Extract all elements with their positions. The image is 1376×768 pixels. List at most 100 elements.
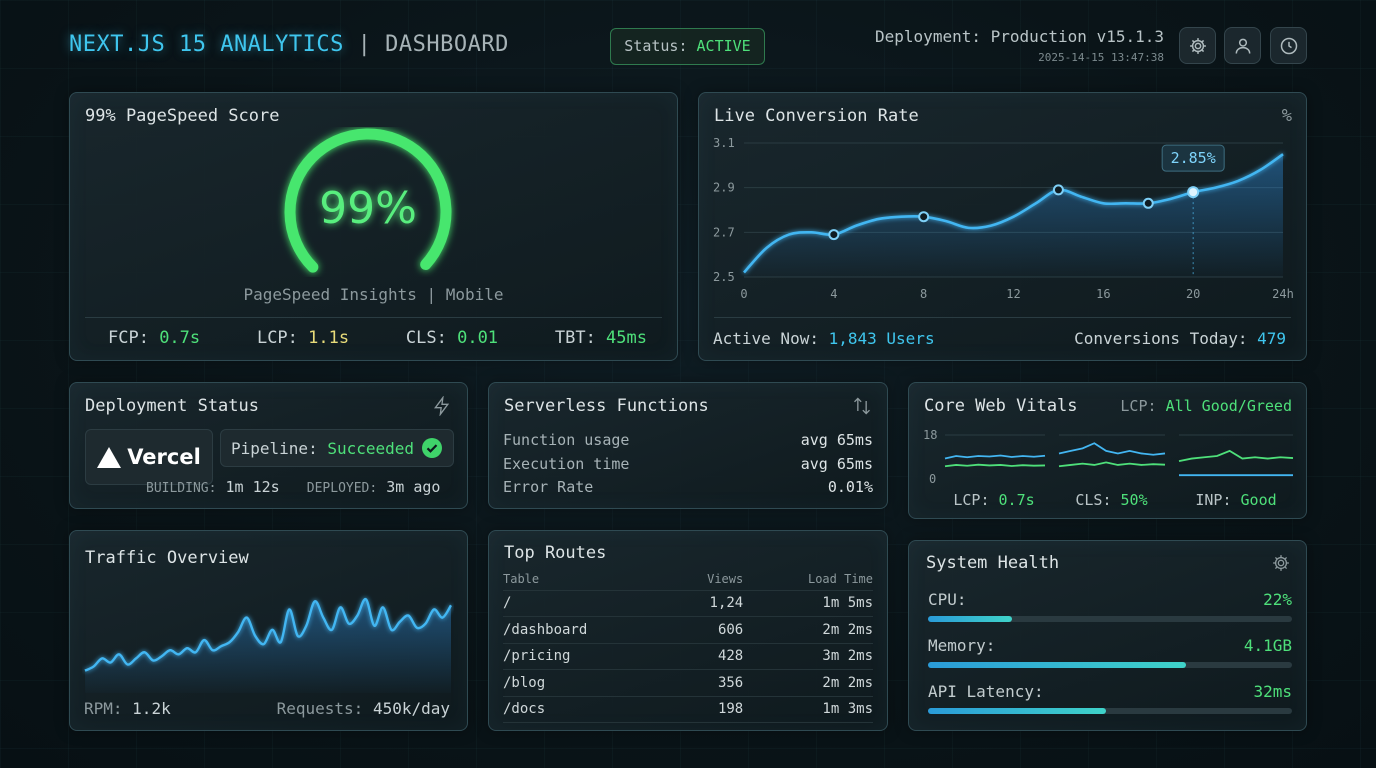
route-load-time: 1m 5ms <box>743 590 873 617</box>
health-bar-fill <box>928 708 1107 714</box>
vercel-logo-icon <box>97 446 122 468</box>
metric-label: LCP: <box>256 328 309 348</box>
health-bar <box>928 616 1292 622</box>
vital-label: INP: <box>1195 491 1241 509</box>
y-tick-label: 2.9 <box>713 181 735 195</box>
route-load-time: 3m 2ms <box>743 643 873 670</box>
deployment-status-card: Deployment Status Vercel Pipeline: Succe… <box>69 382 468 509</box>
vital-value: 50% <box>1120 491 1148 509</box>
health-bar <box>928 708 1292 714</box>
data-point <box>828 229 840 241</box>
routes-table: Table Views Load Time/1,24 1m 5ms/dashboard… <box>503 568 873 723</box>
route-views: 1,24 <box>671 590 744 617</box>
serverless-row: Function usage avg 65ms <box>503 431 873 455</box>
column-header: Load Time <box>743 568 873 591</box>
health-bar <box>928 662 1292 668</box>
top-routes-title: Top Routes <box>504 543 607 563</box>
metric-value: 1.1s <box>308 328 350 348</box>
requests-stat: Requests: 450k/day <box>276 699 450 718</box>
health-api-latency: API Latency: 32ms <box>928 682 1292 701</box>
table-row[interactable]: /blog 356 2m 2ms <box>503 669 873 697</box>
table-row[interactable]: /dashboard 606 2m 2ms <box>503 616 873 644</box>
gear-icon[interactable] <box>1271 553 1291 573</box>
y-tick-top: 18 <box>923 428 938 442</box>
user-button[interactable] <box>1224 27 1261 64</box>
sparkline-series <box>944 454 1046 460</box>
table-row[interactable]: /docs 198 1m 3ms <box>503 696 873 723</box>
table-row[interactable]: /1,24 1m 5ms <box>503 590 873 617</box>
tooltip-label: 2.85% <box>1171 149 1216 167</box>
top-routes-card: Top Routes Table Views Load Time/1,24 1m 5m… <box>488 530 888 731</box>
web-vitals-title: Core Web Vitals <box>924 396 1078 416</box>
metric-value: 0.01 <box>457 328 499 348</box>
health-label: API Latency: <box>928 682 1044 701</box>
data-point <box>1142 197 1154 209</box>
route-path: /blog <box>503 669 672 697</box>
metric-fcp: FCP: 0.7s <box>108 328 200 348</box>
metric-lcp: LCP: 1.1s <box>257 328 349 348</box>
web-vitals-card: Core Web Vitals LCP: All Good/Greed 18 0… <box>908 382 1307 519</box>
top-header: NEXT.JS 15 ANALYTICS | DASHBOARD Status:… <box>0 0 1376 90</box>
vital-value: 0.7s <box>998 491 1035 509</box>
traffic-title: Traffic Overview <box>85 548 249 568</box>
table-row[interactable]: /pricing 428 3m 2ms <box>503 643 873 670</box>
build-times: BUILDING: 1m 12s DEPLOYED: 3m ago <box>146 478 441 496</box>
lightning-icon <box>434 396 450 416</box>
sparkline-series <box>1058 442 1166 456</box>
sparkline-series <box>1058 461 1166 468</box>
route-views: 428 <box>671 643 744 670</box>
divider <box>714 317 1291 318</box>
route-views: 198 <box>671 696 744 723</box>
health-bar-fill <box>928 662 1187 668</box>
conversions-today: Conversions Today: 479 <box>1074 329 1286 348</box>
metric-cls: CLS: 0.01 <box>406 328 498 348</box>
system-health-title: System Health <box>926 553 1060 573</box>
pagespeed-title: 99% PageSpeed Score <box>85 106 280 126</box>
gauge-score: 99% <box>319 183 417 234</box>
metric-label: TBT: <box>554 328 607 348</box>
vital-lcp: LCP: 0.7s <box>949 491 1039 509</box>
column-header: Table <box>503 568 672 591</box>
user-icon <box>1235 38 1250 54</box>
data-point <box>1187 186 1200 199</box>
column-header: Views <box>671 568 744 591</box>
traffic-area <box>85 599 451 693</box>
route-path: / <box>503 590 672 617</box>
metric-label: CLS: <box>405 328 458 348</box>
route-load-time: 2m 2ms <box>743 616 873 644</box>
check-circle-icon <box>422 438 443 458</box>
vital-label: CLS: <box>1075 491 1121 509</box>
history-button[interactable] <box>1270 27 1307 64</box>
vital-cls: CLS: 50% <box>1064 491 1159 509</box>
vital-inp: INP: Good <box>1179 491 1293 509</box>
y-tick-label: 2.7 <box>713 225 735 239</box>
app-title: NEXT.JS 15 ANALYTICS | DASHBOARD <box>69 32 509 57</box>
serverless-row: Error Rate 0.01% <box>503 478 873 502</box>
serverless-stats: Function usage avg 65ms Execution time avg … <box>503 431 873 502</box>
x-tick-label: 8 <box>920 287 927 301</box>
active-users: Active Now: 1,843 Users <box>713 329 935 348</box>
y-tick-label: 2.5 <box>713 270 735 284</box>
vital-label: LCP: <box>953 491 999 509</box>
vercel-badge[interactable]: Vercel <box>85 429 213 485</box>
rpm-stat: RPM: 1.2k <box>84 699 171 718</box>
timestamp: 2025-14-15 13:47:38 <box>1038 51 1164 64</box>
x-tick-label: 0 <box>740 287 747 301</box>
pagespeed-gauge: 99% <box>284 128 452 273</box>
route-load-time: 2m 2ms <box>743 669 873 697</box>
x-tick-label: 24h <box>1272 287 1294 301</box>
clock-icon <box>1280 37 1297 54</box>
data-point <box>918 211 930 223</box>
x-tick-label: 20 <box>1186 287 1200 301</box>
health-value: 4.1GB <box>1243 636 1292 655</box>
tooltip-box <box>1161 144 1225 172</box>
route-views: 356 <box>671 669 744 697</box>
web-vitals-status: LCP: All Good/Greed <box>1120 397 1292 415</box>
sort-arrows-icon <box>854 397 870 415</box>
settings-button[interactable] <box>1179 27 1216 64</box>
y-tick-label: 3.1 <box>713 136 735 150</box>
metric-value: 45ms <box>606 328 647 348</box>
traffic-chart <box>84 598 453 693</box>
health-label: CPU: <box>928 590 967 609</box>
x-tick-label: 16 <box>1096 287 1110 301</box>
